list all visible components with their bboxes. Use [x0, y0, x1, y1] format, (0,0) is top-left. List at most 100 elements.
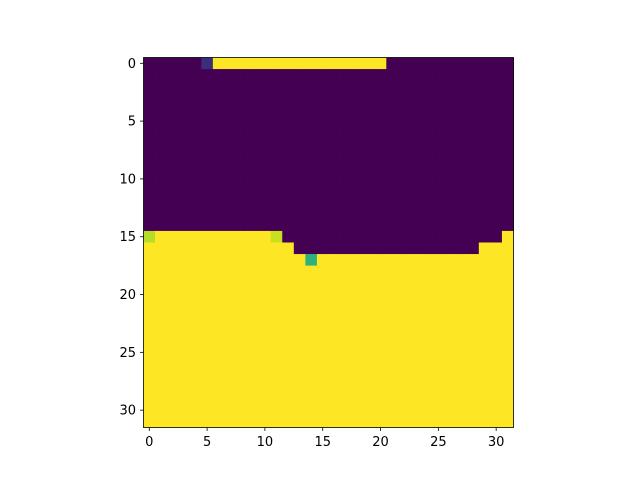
heatmap-cell [282, 184, 295, 197]
heatmap-cell [166, 277, 179, 290]
heatmap-cell [397, 381, 410, 394]
heatmap-cell [143, 115, 156, 128]
heatmap-cell [305, 415, 318, 428]
heatmap-cell [305, 126, 318, 139]
heatmap-cell [444, 207, 457, 220]
heatmap-cell [363, 184, 376, 197]
heatmap-cell [178, 207, 191, 220]
heatmap-cell [201, 300, 214, 313]
heatmap-cell [444, 346, 457, 359]
y-tick-label: 10 [119, 172, 136, 187]
heatmap-cell [478, 369, 491, 382]
heatmap-cell [293, 300, 306, 313]
heatmap-cell [270, 392, 283, 405]
heatmap-cell [236, 415, 248, 428]
heatmap-cell [212, 346, 225, 359]
heatmap-cell [143, 80, 156, 93]
heatmap-cell [351, 335, 364, 347]
heatmap-cell [351, 265, 364, 278]
heatmap-cell [224, 138, 237, 151]
heatmap-cell [409, 358, 422, 371]
heatmap-cell [363, 300, 376, 313]
heatmap-cell [444, 277, 457, 290]
heatmap-cell [444, 80, 457, 93]
heatmap-cell [316, 404, 329, 417]
heatmap-cell [224, 92, 237, 105]
heatmap-cell [478, 80, 491, 93]
heatmap-cell [363, 415, 376, 428]
heatmap-cell [305, 207, 318, 220]
heatmap-cell [328, 115, 341, 128]
heatmap-cell [328, 300, 341, 313]
heatmap-cell [282, 161, 295, 174]
heatmap-cell [340, 311, 352, 324]
heatmap-cell [421, 323, 433, 336]
heatmap-cell [363, 392, 376, 405]
heatmap-cell [467, 57, 480, 70]
heatmap-cell [501, 230, 514, 243]
heatmap-cell [421, 265, 433, 278]
x-tick-label: 25 [430, 435, 447, 450]
heatmap-cell [328, 335, 341, 347]
heatmap-cell [328, 69, 341, 81]
heatmap-cell [421, 207, 433, 220]
heatmap-cell [386, 207, 399, 220]
heatmap-cell [143, 392, 156, 405]
heatmap-cell [501, 103, 514, 116]
heatmap-cell [316, 173, 329, 186]
heatmap-cell [363, 369, 376, 382]
heatmap-cell [421, 335, 433, 347]
heatmap-cell [282, 254, 295, 266]
heatmap-cell [305, 311, 318, 324]
heatmap-cell [270, 69, 283, 81]
heatmap-cell [467, 184, 480, 197]
heatmap-cell [201, 346, 214, 359]
heatmap-cell [212, 300, 225, 313]
heatmap-cell [212, 161, 225, 174]
heatmap-cell [201, 381, 214, 394]
heatmap-cell [397, 219, 410, 232]
heatmap-cell [374, 115, 387, 128]
heatmap-cell [201, 57, 214, 70]
heatmap-cell [166, 265, 179, 278]
heatmap-cell [328, 80, 341, 93]
heatmap-cell [478, 92, 491, 105]
heatmap-cell [340, 415, 352, 428]
heatmap-cell [351, 323, 364, 336]
heatmap-cell [259, 69, 272, 81]
heatmap-cell [247, 161, 260, 174]
heatmap-cell [282, 369, 295, 382]
heatmap-cell [305, 80, 318, 93]
heatmap-cell [155, 242, 167, 255]
heatmap-cell [374, 254, 387, 266]
heatmap-cell [155, 288, 167, 301]
heatmap-cell [501, 288, 514, 301]
heatmap-cell [247, 346, 260, 359]
heatmap-cell [247, 288, 260, 301]
heatmap-cell [351, 80, 364, 93]
heatmap-cell [305, 392, 318, 405]
heatmap-cell [259, 184, 272, 197]
heatmap-cell [409, 335, 422, 347]
heatmap-cell [363, 138, 376, 151]
heatmap-cell [328, 346, 341, 359]
heatmap-cell [236, 196, 248, 209]
heatmap-cell [455, 254, 468, 266]
heatmap-cell [143, 346, 156, 359]
x-tick-label: 30 [488, 435, 505, 450]
heatmap-cell [340, 196, 352, 209]
heatmap-cell [155, 358, 167, 371]
heatmap-cell [305, 115, 318, 128]
heatmap-cell [397, 92, 410, 105]
heatmap-cell [351, 126, 364, 139]
heatmap-cell [478, 115, 491, 128]
heatmap-cell [247, 126, 260, 139]
heatmap-cell [143, 138, 156, 151]
heatmap-cell [363, 57, 376, 70]
heatmap-cell [270, 404, 283, 417]
heatmap-cell [478, 265, 491, 278]
heatmap-cell [316, 323, 329, 336]
heatmap-cell [212, 196, 225, 209]
heatmap-cell [293, 184, 306, 197]
heatmap-cell [189, 115, 202, 128]
